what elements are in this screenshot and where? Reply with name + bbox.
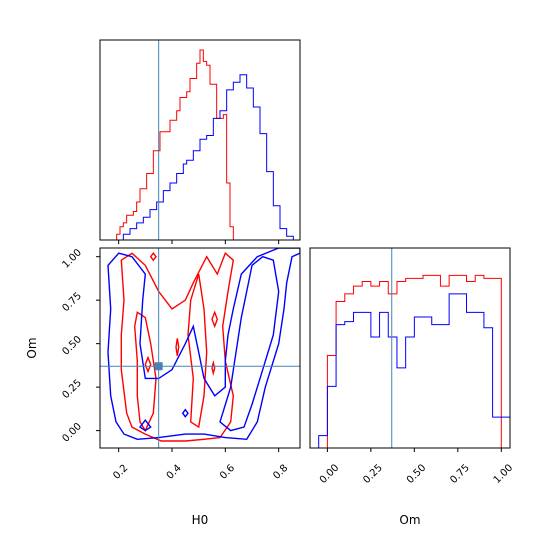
xlabel-h0: H0 xyxy=(192,513,209,527)
hist-om-red-series xyxy=(318,274,510,449)
contour-red-1 xyxy=(133,311,157,433)
contour-ytick-label-2: 0.50 xyxy=(60,334,84,358)
hist-om-xtick-label-2: 0.50 xyxy=(405,462,429,486)
contour-ytick-label-1: 0.25 xyxy=(60,378,84,402)
hist-om-frame xyxy=(309,247,511,449)
contour-red-2 xyxy=(187,273,208,429)
xlabel-om: Om xyxy=(399,513,420,527)
contour-blue-0 xyxy=(107,248,300,441)
hist-om-blue-series xyxy=(318,293,511,448)
contour-xtick-label-3: 0.8 xyxy=(271,463,290,482)
contour-xtick-label-0: 0.2 xyxy=(111,463,130,482)
contour-lines-group xyxy=(107,248,300,442)
contour-ytick-label-0: 0.00 xyxy=(60,421,84,445)
hist-h0-frame xyxy=(99,39,301,241)
contour-blue-1 xyxy=(219,255,280,432)
hist-om-xtick-label-1: 0.25 xyxy=(361,462,385,486)
hist-om-xtick-label-3: 0.75 xyxy=(448,462,472,486)
ylabel-om: Om xyxy=(25,337,39,358)
contour-ytick-label-4: 1.00 xyxy=(60,247,84,271)
contour-red-6 xyxy=(175,338,180,356)
hist-h0-blue-series xyxy=(100,74,300,241)
contour-blue-3 xyxy=(138,419,152,432)
contour-red-4 xyxy=(211,310,219,329)
contour-ytick-label-3: 0.75 xyxy=(60,291,84,315)
contour-xtick-label-1: 0.4 xyxy=(165,463,184,482)
contour-blue-2 xyxy=(181,408,189,418)
contour-red-5 xyxy=(211,360,216,376)
hist-om-xtick-label-0: 0.00 xyxy=(318,462,342,486)
contour-xtick-label-2: 0.6 xyxy=(218,463,237,482)
truth-marker xyxy=(154,362,163,371)
contour-red-7 xyxy=(149,252,157,262)
hist-om-xtick-label-4: 1.00 xyxy=(492,462,516,486)
contour-red-0 xyxy=(120,252,235,442)
contour-red-3 xyxy=(144,355,152,374)
contour-frame xyxy=(99,247,301,449)
